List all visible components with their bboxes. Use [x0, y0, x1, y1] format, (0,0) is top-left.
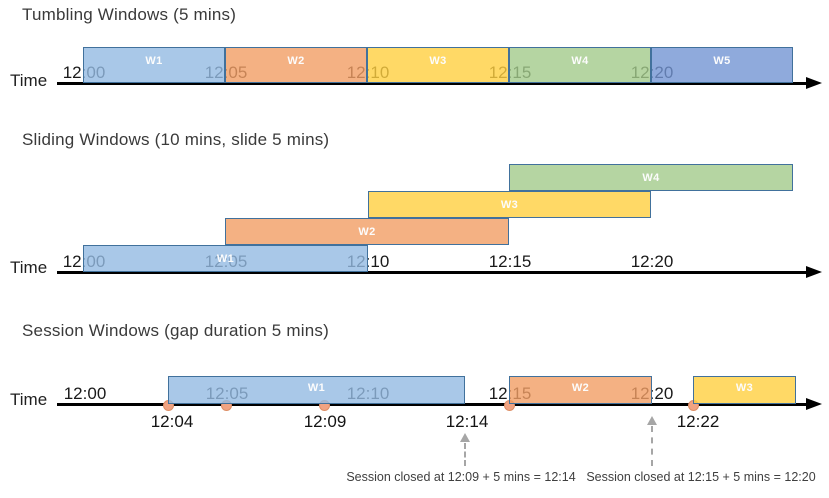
session-window-w1: W1 — [168, 376, 465, 404]
session-window-w2: W2 — [509, 376, 652, 404]
session-time-axis-label: Time — [10, 390, 48, 409]
sliding-window-w4-label: W4 — [642, 171, 660, 184]
sliding-window-w1: W1 — [83, 245, 368, 272]
tumbling-axis-line — [57, 82, 810, 85]
tumbling-window-w3: W3 — [367, 47, 509, 83]
session-window-w3-label: W3 — [735, 382, 754, 394]
tumbling-window-w4: W4 — [509, 47, 651, 83]
sliding-axis-arrowhead-icon — [806, 266, 822, 278]
session-window-w3: W3 — [693, 376, 796, 404]
session-callout-arrowhead-icon-2 — [647, 416, 657, 425]
session-annotation-1: Session closed at 12:09 + 5 mins = 12:14 — [346, 470, 576, 484]
session-callout-dashed-line-1 — [464, 443, 466, 466]
tumbling-axis-arrowhead-icon — [806, 77, 822, 89]
sliding-window-w3: W3 — [368, 191, 651, 218]
tumbling-window-w2-label: W2 — [287, 54, 305, 67]
tumbling-window-w3-label: W3 — [429, 54, 447, 67]
tumbling-window-w5: W5 — [651, 47, 793, 83]
tumbling-time-axis-label: Time — [10, 71, 48, 90]
sliding-window-w4: W4 — [509, 164, 793, 191]
tumbling-window-w2: W2 — [225, 47, 367, 83]
session-axis-arrowhead-icon — [806, 398, 822, 410]
sliding-axis-line — [57, 271, 810, 274]
session-section-title: Session Windows (gap duration 5 mins) — [22, 321, 329, 340]
tumbling-window-w1: W1 — [83, 47, 225, 83]
sliding-window-w3-label: W3 — [500, 198, 519, 211]
sliding-window-w2: W2 — [225, 218, 509, 245]
sliding-section-title: Sliding Windows (10 mins, slide 5 mins) — [22, 130, 330, 149]
session-axis-tick-1200: 12:00 — [63, 384, 107, 403]
session-event-time-1209: 12:09 — [303, 412, 347, 431]
session-event-time-1214: 12:14 — [445, 412, 489, 431]
sliding-window-w2-label: W2 — [358, 225, 376, 238]
session-window-w1-label: W1 — [307, 382, 326, 394]
tumbling-section-title: Tumbling Windows (5 mins) — [22, 5, 237, 24]
session-callout-arrowhead-icon-1 — [460, 433, 470, 442]
session-event-time-1222: 12:22 — [676, 412, 720, 431]
sliding-axis-tick-1215: 12:15 — [488, 252, 532, 271]
sliding-time-axis-label: Time — [10, 258, 48, 277]
session-axis-line — [57, 403, 810, 406]
session-window-w2-label: W2 — [571, 382, 590, 394]
session-event-time-1204: 12:04 — [150, 412, 194, 431]
session-callout-dashed-line-2 — [651, 426, 653, 466]
session-annotation-2: Session closed at 12:15 + 5 mins = 12:20 — [586, 470, 816, 484]
sliding-axis-tick-1220: 12:20 — [630, 252, 674, 271]
tumbling-window-w1-label: W1 — [145, 54, 163, 67]
tumbling-window-w5-label: W5 — [713, 54, 731, 67]
tumbling-window-w4-label: W4 — [571, 54, 589, 67]
sliding-window-w1-label: W1 — [216, 252, 235, 265]
